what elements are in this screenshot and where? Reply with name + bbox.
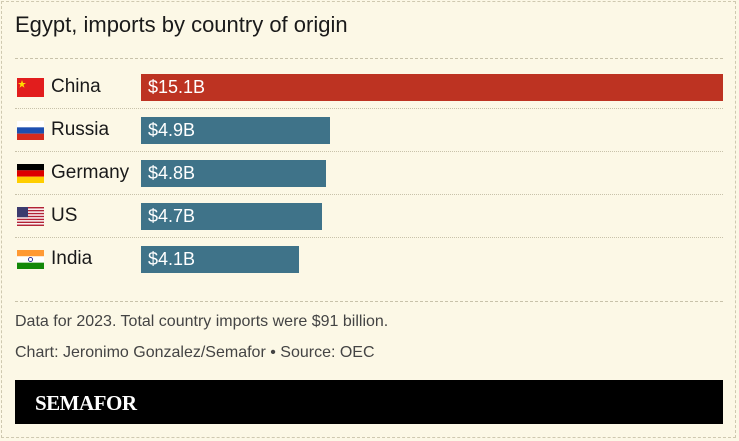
semafor-logo: SEMAFOR bbox=[35, 391, 137, 415]
bar: $4.7B bbox=[141, 203, 323, 230]
china-flag-icon bbox=[17, 78, 44, 97]
divider bbox=[15, 58, 723, 59]
row-separator bbox=[15, 194, 723, 195]
value-label: $4.9B bbox=[148, 120, 196, 140]
value-label: $4.1B bbox=[148, 249, 196, 269]
india-flag-icon bbox=[17, 250, 44, 269]
category-label: Russia bbox=[51, 119, 110, 140]
bar-row-us: US $4.7B bbox=[15, 195, 723, 238]
category-label: India bbox=[51, 248, 93, 269]
bar-row-china: China $15.1B bbox=[15, 66, 723, 109]
russia-flag-icon bbox=[17, 121, 44, 140]
row-separator bbox=[15, 237, 723, 238]
credit-line: Chart: Jeronimo Gonzalez/Semafor • Sourc… bbox=[15, 344, 375, 361]
value-label: $4.7B bbox=[148, 206, 196, 226]
divider bbox=[15, 301, 723, 302]
bar: $4.1B bbox=[141, 246, 300, 273]
bar: $4.9B bbox=[141, 117, 330, 144]
category-label: Germany bbox=[51, 162, 130, 183]
category-label: China bbox=[51, 76, 101, 97]
row-separator bbox=[15, 151, 723, 152]
category-label: US bbox=[51, 205, 78, 226]
bar: $15.1B bbox=[141, 74, 723, 101]
value-label: $4.8B bbox=[148, 163, 196, 183]
bar-row-russia: Russia $4.9B bbox=[15, 109, 723, 152]
us-flag-icon bbox=[17, 207, 44, 226]
germany-flag-icon bbox=[17, 164, 44, 183]
chart-title: Egypt, imports by country of origin bbox=[15, 12, 348, 37]
data-note: Data for 2023. Total country imports wer… bbox=[15, 313, 389, 330]
brand-bar: SEMAFOR bbox=[15, 380, 723, 424]
value-label: $15.1B bbox=[148, 77, 206, 97]
bar-row-germany: Germany $4.8B bbox=[15, 152, 723, 195]
bar: $4.8B bbox=[141, 160, 326, 187]
row-separator bbox=[15, 108, 723, 109]
bar-row-india: India $4.1B bbox=[15, 238, 723, 281]
